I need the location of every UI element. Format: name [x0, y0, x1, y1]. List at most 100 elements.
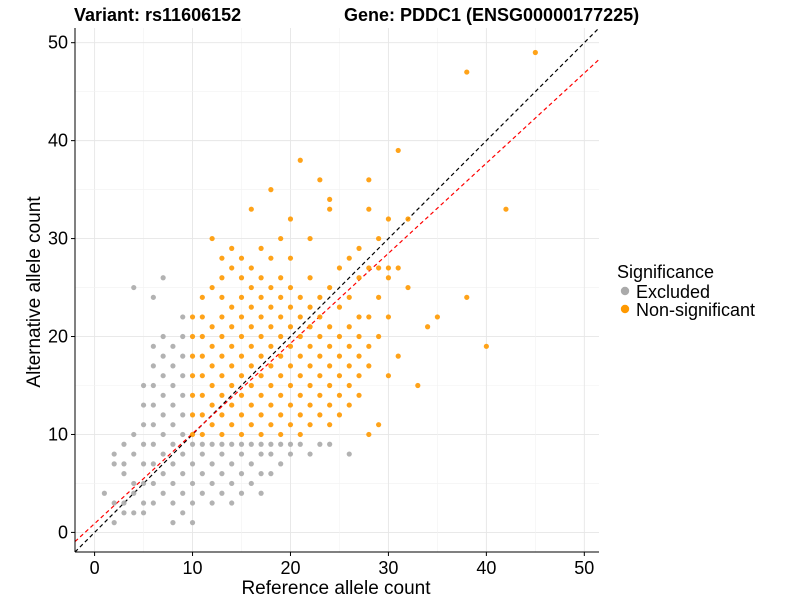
- data-point-non-significant: [385, 275, 392, 281]
- data-point-non-significant: [297, 157, 303, 163]
- data-point-excluded: [140, 461, 147, 467]
- data-point-non-significant: [268, 284, 274, 291]
- data-point-non-significant: [189, 431, 196, 438]
- data-point-non-significant: [366, 265, 372, 271]
- data-point-non-significant: [395, 147, 401, 154]
- data-point-excluded: [180, 333, 186, 340]
- x-tick-label: 50: [574, 558, 594, 578]
- data-point-non-significant: [356, 245, 362, 251]
- data-point-non-significant: [405, 284, 411, 291]
- data-point-non-significant: [268, 363, 274, 369]
- data-point-excluded: [180, 412, 186, 418]
- data-point-non-significant: [376, 422, 382, 428]
- data-point-excluded: [170, 441, 176, 447]
- data-point-non-significant: [395, 265, 401, 271]
- data-point-non-significant: [317, 333, 323, 340]
- data-point-excluded: [189, 500, 196, 506]
- data-point-excluded: [229, 441, 235, 447]
- data-point-excluded: [238, 441, 245, 447]
- legend-label-non-significant: Non-significant: [636, 300, 755, 320]
- data-point-non-significant: [297, 294, 303, 300]
- data-point-non-significant: [317, 177, 323, 183]
- data-point-non-significant: [229, 343, 235, 349]
- data-point-non-significant: [356, 353, 362, 359]
- data-point-excluded: [258, 490, 264, 496]
- data-point-non-significant: [317, 412, 323, 418]
- data-point-non-significant: [297, 314, 303, 320]
- data-point-excluded: [278, 461, 284, 467]
- x-axis-label: Reference allele count: [241, 578, 431, 599]
- data-point-non-significant: [297, 373, 303, 379]
- data-point-excluded: [121, 461, 127, 467]
- data-point-non-significant: [366, 431, 372, 438]
- data-point-excluded: [160, 490, 166, 496]
- data-point-non-significant: [297, 412, 303, 418]
- data-point-excluded: [170, 402, 176, 408]
- data-point-non-significant: [238, 294, 245, 300]
- data-point-excluded: [140, 422, 147, 428]
- data-point-non-significant: [248, 382, 254, 389]
- data-point-non-significant: [336, 304, 343, 310]
- data-point-non-significant: [336, 265, 343, 271]
- data-point-non-significant: [287, 363, 294, 369]
- data-point-non-significant: [199, 314, 205, 320]
- data-point-excluded: [209, 461, 215, 467]
- data-point-non-significant: [327, 343, 333, 349]
- data-point-non-significant: [405, 216, 411, 222]
- data-point-excluded: [131, 490, 137, 496]
- data-point-excluded: [170, 500, 176, 506]
- data-point-non-significant: [287, 255, 294, 261]
- data-point-excluded: [268, 471, 274, 477]
- data-points: [101, 49, 538, 526]
- data-point-non-significant: [287, 422, 294, 428]
- data-point-non-significant: [356, 392, 362, 398]
- data-point-excluded: [121, 500, 127, 506]
- data-point-excluded: [140, 382, 147, 389]
- data-point-non-significant: [229, 324, 235, 330]
- y-tick-label: 0: [58, 522, 68, 542]
- data-point-excluded: [160, 275, 166, 281]
- data-point-non-significant: [268, 255, 274, 261]
- x-tick-label: 20: [280, 558, 300, 578]
- data-point-excluded: [189, 520, 196, 526]
- data-point-non-significant: [346, 363, 352, 369]
- data-point-excluded: [150, 422, 156, 428]
- data-point-non-significant: [346, 382, 352, 389]
- data-point-non-significant: [385, 265, 392, 271]
- data-point-excluded: [140, 480, 147, 487]
- data-point-excluded: [229, 480, 235, 487]
- data-point-excluded: [180, 314, 186, 320]
- x-tick-label: 40: [476, 558, 496, 578]
- data-point-excluded: [111, 500, 117, 506]
- data-point-non-significant: [434, 314, 440, 320]
- data-point-non-significant: [366, 343, 372, 349]
- data-point-non-significant: [307, 324, 313, 330]
- data-point-non-significant: [395, 353, 401, 359]
- data-point-non-significant: [327, 382, 333, 389]
- data-point-excluded: [111, 461, 117, 467]
- data-point-non-significant: [199, 392, 205, 398]
- data-point-non-significant: [258, 294, 264, 300]
- data-point-excluded: [140, 510, 147, 516]
- data-point-non-significant: [376, 265, 382, 271]
- data-point-non-significant: [278, 333, 284, 340]
- data-point-non-significant: [268, 343, 274, 349]
- data-point-non-significant: [258, 314, 264, 320]
- data-point-excluded: [268, 441, 274, 447]
- reference-line-y-x: [74, 27, 600, 553]
- data-point-non-significant: [219, 392, 225, 398]
- data-point-non-significant: [258, 333, 264, 340]
- data-point-excluded: [180, 373, 186, 379]
- data-point-non-significant: [317, 392, 323, 398]
- data-point-non-significant: [327, 196, 333, 203]
- data-point-excluded: [150, 480, 156, 487]
- data-point-excluded: [189, 480, 196, 487]
- data-point-non-significant: [366, 363, 372, 369]
- data-point-excluded: [327, 441, 333, 447]
- data-point-non-significant: [268, 324, 274, 330]
- data-point-non-significant: [219, 353, 225, 359]
- data-point-excluded: [170, 480, 176, 487]
- data-point-non-significant: [238, 353, 245, 359]
- data-point-non-significant: [346, 324, 352, 330]
- data-point-excluded: [160, 471, 166, 477]
